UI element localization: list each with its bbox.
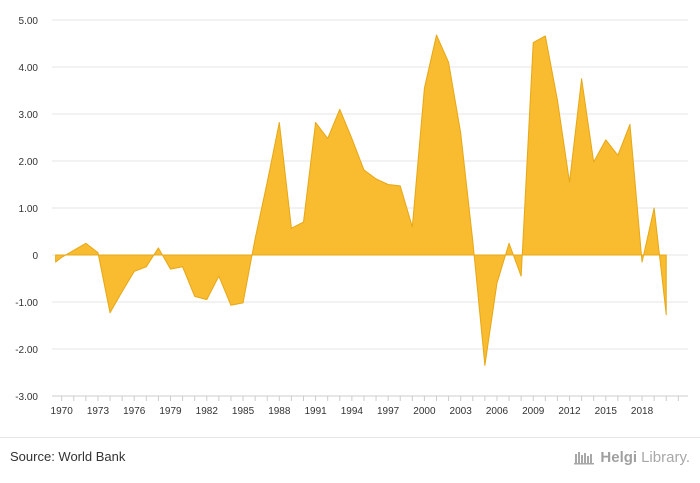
series-area (55, 34, 667, 366)
x-tick-label: 1973 (87, 406, 110, 417)
x-tick-label: 1970 (51, 406, 74, 417)
x-tick-label: 1982 (196, 406, 219, 417)
y-tick-label: 2.00 (19, 157, 39, 168)
y-tick-label: -2.00 (15, 345, 38, 356)
x-tick-label: 1979 (159, 406, 182, 417)
x-tick-label: 1988 (268, 406, 291, 417)
y-tick-label: 3.00 (19, 110, 39, 121)
x-tick-label: 2009 (522, 406, 545, 417)
x-tick-label: 1997 (377, 406, 400, 417)
x-tick-labels: 1970 1973 1976 1979 1982 1985 1988 1991 1994 1997… (51, 406, 654, 417)
x-axis (52, 395, 688, 401)
y-tick-label: -1.00 (15, 298, 38, 309)
x-tick-label: 1991 (304, 406, 327, 417)
source-label: Source: World Bank (10, 449, 126, 464)
x-tick-label: 2006 (486, 406, 509, 417)
area-chart: -3.00 -2.00 -1.00 0 1.00 2.00 3.00 4.00 5.00 197… (15, 16, 688, 417)
y-tick-label: 4.00 (19, 63, 39, 74)
x-tick-label: 1994 (341, 406, 364, 417)
library-shelf-icon (574, 451, 595, 464)
x-tick-label: 2003 (450, 406, 473, 417)
y-tick-label: 1.00 (19, 204, 39, 215)
x-tick-label: 1985 (232, 406, 255, 417)
brand-name: Helgi (600, 449, 638, 466)
x-tick-label: 2000 (413, 406, 436, 417)
x-tick-label: 2012 (558, 406, 581, 417)
x-tick-label: 2018 (631, 406, 654, 417)
brand-suffix: Library. (641, 449, 690, 466)
x-tick-label: 2015 (595, 406, 618, 417)
x-tick-label: 1976 (123, 406, 146, 417)
brand-logo-link[interactable]: Helgi Library. (574, 449, 690, 466)
y-tick-label: 5.00 (19, 16, 39, 27)
y-tick-label: 0 (32, 251, 38, 262)
data-area (55, 34, 667, 366)
y-tick-labels: -3.00 -2.00 -1.00 0 1.00 2.00 3.00 4.00 5.00 (15, 16, 38, 403)
y-tick-label: -3.00 (15, 392, 38, 403)
footer-divider (0, 437, 700, 438)
